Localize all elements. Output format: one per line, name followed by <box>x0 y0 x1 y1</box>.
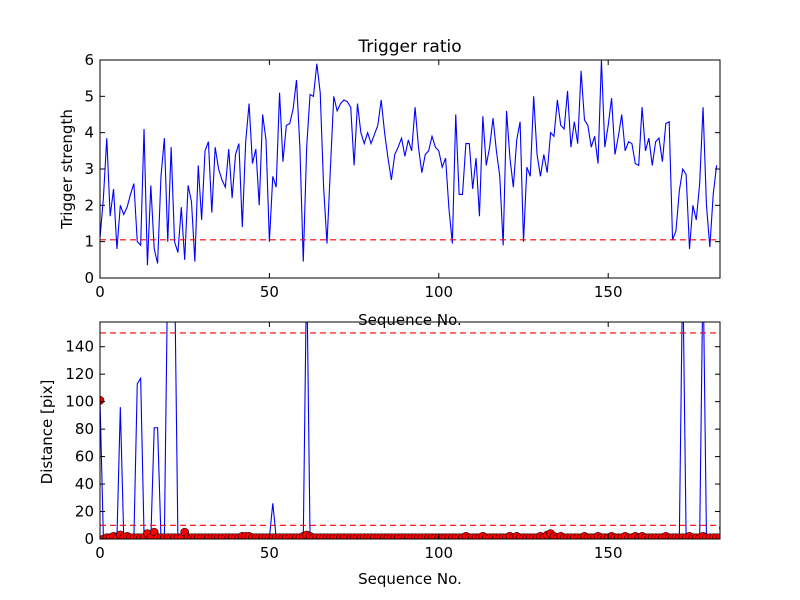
y-axis-label: Trigger strength <box>58 109 76 230</box>
y-tick-label: 140 <box>65 338 94 356</box>
plot-area <box>100 60 720 266</box>
y-tick-label: 20 <box>75 503 94 521</box>
y-tick-label: 0 <box>84 269 94 287</box>
plot-area <box>100 322 738 542</box>
y-tick-label: 0 <box>84 530 94 548</box>
y-tick-label: 3 <box>84 160 94 178</box>
y-tick-label: 6 <box>84 51 94 69</box>
x-axis-label: Sequence No. <box>358 311 462 329</box>
y-tick-label: 4 <box>84 124 94 142</box>
y-tick-label: 1 <box>84 233 94 251</box>
x-axis-label: Sequence No. <box>358 570 462 588</box>
y-tick-label: 120 <box>65 365 94 383</box>
chart-title: Trigger ratio <box>357 37 461 57</box>
x-tick-label: 150 <box>594 544 623 562</box>
y-tick-label: 2 <box>84 196 94 214</box>
x-tick-label: 50 <box>260 544 279 562</box>
x-tick-label: 0 <box>95 544 105 562</box>
data-point <box>715 533 720 539</box>
trigger-ratio-panel: Trigger ratio Sequence No. Trigger stren… <box>58 37 721 329</box>
data-point <box>730 534 738 542</box>
y-tick-label: 40 <box>75 475 94 493</box>
data-point <box>726 534 734 542</box>
x-tick-label: 0 <box>95 283 105 301</box>
series-line <box>100 322 717 539</box>
plot-frame <box>99 59 721 279</box>
data-point <box>719 525 720 531</box>
y-tick-label: 100 <box>65 393 94 411</box>
x-tick-label: 50 <box>260 283 279 301</box>
data-point <box>100 395 105 405</box>
y-tick-label: 60 <box>75 448 94 466</box>
series-line <box>100 60 718 266</box>
x-tick-label: 100 <box>424 544 453 562</box>
y-tick-label: 5 <box>84 87 94 105</box>
distance-panel: Sequence No. Distance [pix] 0 50 100 150 0 20… <box>38 321 738 588</box>
y-tick-label: 80 <box>75 420 94 438</box>
data-point <box>723 534 731 542</box>
plot-frame <box>99 321 721 540</box>
x-tick-label: 100 <box>424 283 453 301</box>
y-axis-label: Distance [pix] <box>38 380 56 485</box>
x-tick-label: 150 <box>594 283 623 301</box>
